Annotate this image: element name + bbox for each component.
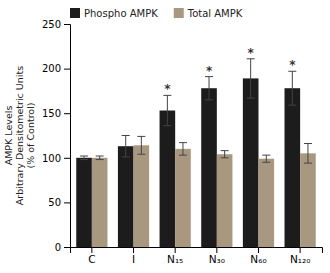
y-tick-mark [64,69,70,70]
x-tick-mark [175,247,176,253]
x-tick-mark [258,247,259,253]
annotations: * * * * [164,46,296,97]
y-tick-label: 100 [42,153,61,164]
y-axis: 0 50 100 150 200 250 [42,19,71,253]
y-axis-title-line: Arbitrary Densitometric Units [14,66,25,205]
error-bar [96,156,104,160]
bar [243,78,259,247]
x-tick-label: N₁₂₀ [290,253,310,265]
y-tick-mark [64,202,70,203]
error-bar [304,144,312,164]
error-bar [221,151,229,158]
y-tick: 0 [55,242,70,253]
y-axis-title-line: (% of Control) [25,103,36,169]
error-bar [122,136,130,157]
x-tick: N₆₀ [250,247,266,265]
error-bar [247,59,255,98]
y-tick-mark [64,113,70,114]
bar [160,111,176,247]
y-tick: 100 [42,153,70,164]
legend-swatch [70,8,80,18]
error-bar [205,77,213,100]
y-tick-label: 50 [48,197,61,208]
y-tick: 150 [42,108,70,119]
y-tick: 50 [48,197,70,208]
y-tick-mark [64,247,70,248]
bar [134,145,150,247]
x-tick-mark [216,247,217,253]
x-tick-mark [300,247,301,253]
bar [285,88,301,247]
legend-swatch [174,8,184,18]
x-tick-label: N₃₀ [209,253,225,265]
x-tick-mark [133,247,134,253]
chart: 0 50 100 150 200 250 C I N₁₅ N₃₀ N₆₀ N₁₂₀ * * * * AMPK L… [0,0,330,273]
bar-series [76,59,300,247]
bar [300,153,316,247]
y-axis-title: AMPK LevelsArbitrary Densitometric Units… [3,66,36,205]
bar [92,158,108,247]
error-bar [163,95,171,125]
legend: Phospho AMPK Total AMPK [70,8,243,19]
significance-marker: * [164,82,171,96]
marks [76,59,316,247]
y-tick: 200 [42,63,70,74]
bar [258,159,274,247]
x-axis-line [71,248,323,254]
x-tick-mark [91,247,92,253]
y-tick: 250 [42,19,70,30]
x-tick-label: N₆₀ [250,253,266,265]
x-tick: N₁₅ [167,247,183,265]
legend-item: Total AMPK [174,8,243,19]
y-tick-mark [64,24,70,25]
bar [175,149,191,247]
significance-marker: * [248,46,255,60]
x-tick: N₃₀ [209,247,225,265]
bar-series [92,136,316,247]
y-tick-label: 250 [42,19,61,30]
error-bar [179,143,187,155]
x-tick: N₁₂₀ [290,247,310,265]
legend-label: Total AMPK [187,8,243,19]
x-tick-label: N₁₅ [167,253,183,265]
bar [76,158,92,247]
x-tick-label: I [132,253,135,265]
legend-label: Phospho AMPK [84,8,158,19]
legend-item: Phospho AMPK [70,8,158,19]
significance-marker: * [206,64,213,78]
y-tick-label: 150 [42,108,61,119]
y-axis-title-line: AMPK Levels [3,106,14,166]
error-bar [288,71,296,105]
x-axis: C I N₁₅ N₃₀ N₆₀ N₁₂₀ [71,247,323,265]
x-tick-label: C [88,253,95,265]
bar [217,154,233,247]
plot-area: 0 50 100 150 200 250 C I N₁₅ N₃₀ N₆₀ N₁₂₀ * * * * [42,19,323,266]
error-bar [80,156,88,160]
significance-marker: * [289,58,296,72]
x-tick: I [132,247,135,265]
error-bar [262,155,270,162]
error-bar [137,136,145,154]
y-tick-mark [64,158,70,159]
y-tick-label: 200 [42,63,61,74]
x-tick: C [88,247,95,265]
y-axis-line [64,25,71,248]
y-tick-label: 0 [55,242,61,253]
bar [118,146,134,247]
bar [201,88,217,247]
